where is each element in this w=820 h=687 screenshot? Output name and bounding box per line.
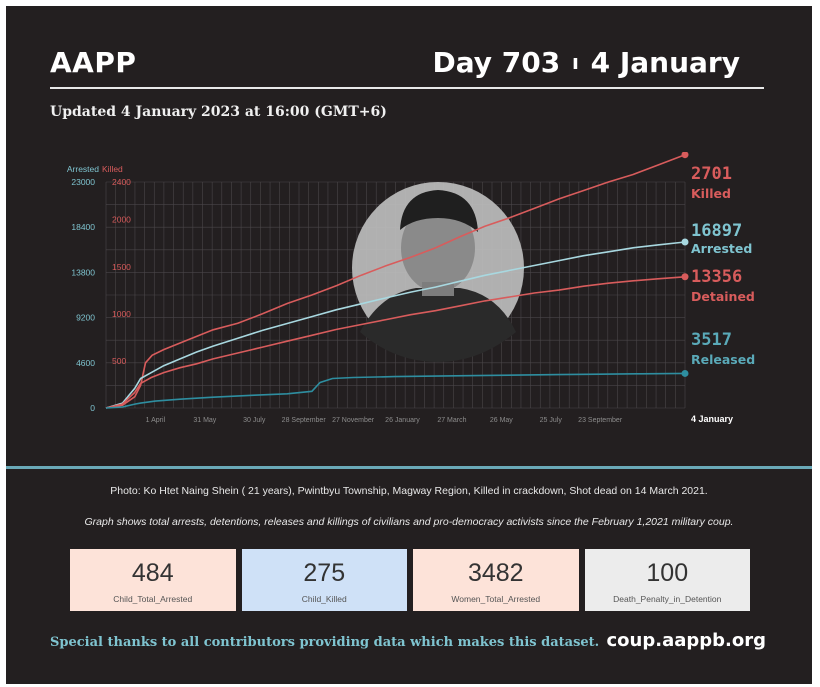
x-tick-label: 1 April bbox=[146, 417, 166, 424]
arrested-final-label: Arrested bbox=[691, 241, 753, 256]
stat-death-penalty: 100 Death_Penalty_in_Detention bbox=[584, 549, 750, 611]
right-tick-label: 1000 bbox=[112, 309, 131, 319]
left-tick-label: 13800 bbox=[71, 267, 95, 277]
portrait-hair bbox=[400, 190, 478, 232]
x-tick-label: 31 May bbox=[193, 417, 216, 424]
released-endpoint bbox=[681, 369, 689, 377]
detained-line bbox=[105, 276, 686, 409]
right-tick-label: 2000 bbox=[112, 215, 131, 225]
header-rule bbox=[50, 87, 764, 89]
day-counter: Day 703 bbox=[432, 46, 561, 79]
killed-final-value: 2701 bbox=[691, 164, 732, 184]
x-tick-label: 23 September bbox=[578, 417, 623, 424]
portrait-face bbox=[401, 204, 475, 292]
left-tick-label: 23000 bbox=[71, 177, 95, 187]
right-tick-label: 1500 bbox=[112, 262, 131, 272]
killed-final-label: Killed bbox=[691, 186, 731, 201]
stat-label: Death_Penalty_in_Detention bbox=[613, 594, 722, 604]
detained-final-value: 13356 bbox=[691, 267, 743, 287]
detained-final-label: Detained bbox=[691, 289, 755, 304]
infographic-card: AAPP Day 703 ı 4 January Updated 4 Janua… bbox=[6, 6, 812, 684]
stat-child-total-arrested: 484 Child_Total_Arrested bbox=[70, 549, 236, 611]
stat-women-total-arrested: 3482 Women_Total_Arrested bbox=[413, 549, 579, 611]
released-line bbox=[105, 372, 686, 409]
chart-svg: Arrested Killed04600920013800184002300050… bbox=[67, 152, 733, 424]
updated-timestamp: Updated 4 January 2023 at 16:00 (GMT+6) bbox=[50, 104, 387, 120]
photo-caption: Photo: Ko Htet Naing Shein ( 21 years), … bbox=[110, 485, 708, 497]
right-tick-label: 500 bbox=[112, 356, 126, 366]
x-tick-label: 27 March bbox=[437, 417, 466, 424]
left-tick-label: 9200 bbox=[76, 313, 95, 323]
right-axis-title: Killed bbox=[102, 164, 123, 174]
brand-title: AAPP bbox=[50, 46, 137, 79]
stat-child-killed: 275 Child_Killed bbox=[241, 549, 407, 611]
day-date-heading: Day 703 ı 4 January bbox=[433, 46, 740, 79]
x-tick-label: 27 November bbox=[332, 417, 375, 424]
portrait-shirt bbox=[360, 288, 516, 362]
killed-endpoint bbox=[681, 152, 689, 159]
detained-endpoint bbox=[681, 273, 689, 281]
line-chart: Arrested Killed 0 4600 9200 13800 18400 23000 50… bbox=[50, 152, 770, 432]
section-divider bbox=[6, 466, 812, 469]
x-tick-label: 25 July bbox=[540, 417, 563, 424]
stat-value: 3482 bbox=[467, 559, 524, 587]
killed-line bbox=[105, 153, 686, 409]
arrested-line bbox=[105, 241, 686, 409]
stats-row: 484 Child_Total_Arrested 275 Child_Kille… bbox=[70, 549, 750, 611]
arrested-endpoint bbox=[681, 238, 689, 246]
stat-value: 484 bbox=[131, 559, 174, 587]
stat-value: 275 bbox=[303, 559, 346, 587]
released-final-label: Released bbox=[691, 352, 756, 367]
thanks-note: Special thanks to all contributors provi… bbox=[50, 635, 600, 650]
website-link[interactable]: coup.aappb.org bbox=[606, 630, 767, 651]
heading-separator: ı bbox=[572, 50, 579, 74]
portrait-neck bbox=[422, 282, 454, 296]
released-final-value: 3517 bbox=[691, 330, 732, 350]
stat-label: Child_Killed bbox=[301, 594, 347, 604]
x-tick-label-last: 4 January bbox=[691, 414, 733, 424]
graph-description: Graph shows total arrests, detentions, r… bbox=[84, 516, 734, 528]
arrested-final-value: 16897 bbox=[691, 221, 743, 241]
x-tick-label: 26 May bbox=[490, 417, 513, 424]
stat-label: Women_Total_Arrested bbox=[451, 594, 541, 604]
stat-value: 100 bbox=[646, 559, 689, 587]
left-tick-label: 18400 bbox=[71, 222, 95, 232]
x-tick-label: 26 January bbox=[385, 417, 420, 424]
right-tick-label: 2400 bbox=[112, 177, 131, 187]
left-tick-label: 4600 bbox=[76, 358, 95, 368]
left-axis-title: Arrested bbox=[67, 164, 99, 174]
left-tick-label: 0 bbox=[90, 403, 95, 413]
x-tick-label: 28 September bbox=[282, 417, 327, 424]
heading-date: 4 January bbox=[590, 46, 740, 79]
stat-label: Child_Total_Arrested bbox=[113, 594, 193, 604]
x-tick-label: 30 July bbox=[243, 417, 266, 424]
